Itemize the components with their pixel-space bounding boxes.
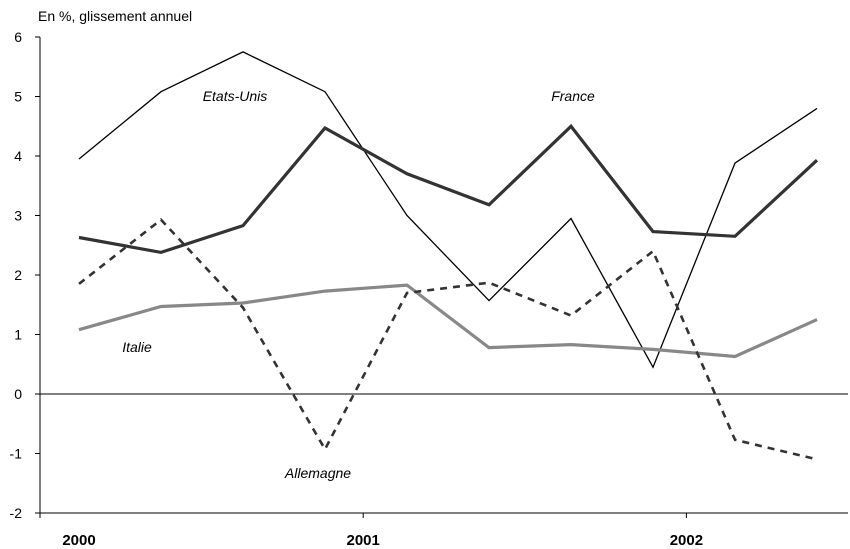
series-line-etats-unis xyxy=(78,51,818,369)
y-tick-label: 3 xyxy=(14,208,22,224)
y-unit-label: En %, glissement annuel xyxy=(38,8,193,24)
x-tick-label: 2001 xyxy=(347,532,380,549)
y-tick-label: 6 xyxy=(14,29,22,45)
series-annotation: Italie xyxy=(122,339,152,355)
y-tick-label: 5 xyxy=(14,89,22,105)
series-line-allemagne xyxy=(78,217,818,461)
y-tick-label: -1 xyxy=(10,446,23,462)
series-annotation: Allemagne xyxy=(284,465,351,481)
y-tick-label: 4 xyxy=(14,148,22,164)
y-tick-label: 2 xyxy=(14,267,22,283)
y-tick-label: 1 xyxy=(14,327,22,343)
series-line-italie xyxy=(78,283,818,359)
x-tick-label: 2002 xyxy=(670,532,703,549)
x-tick-label: 2000 xyxy=(62,532,95,549)
y-tick-label: -2 xyxy=(10,505,23,521)
series-annotation: France xyxy=(551,88,595,104)
y-tick-label: 0 xyxy=(14,386,22,402)
series-annotation: Etats-Unis xyxy=(203,88,268,104)
series-line-france xyxy=(78,123,819,255)
